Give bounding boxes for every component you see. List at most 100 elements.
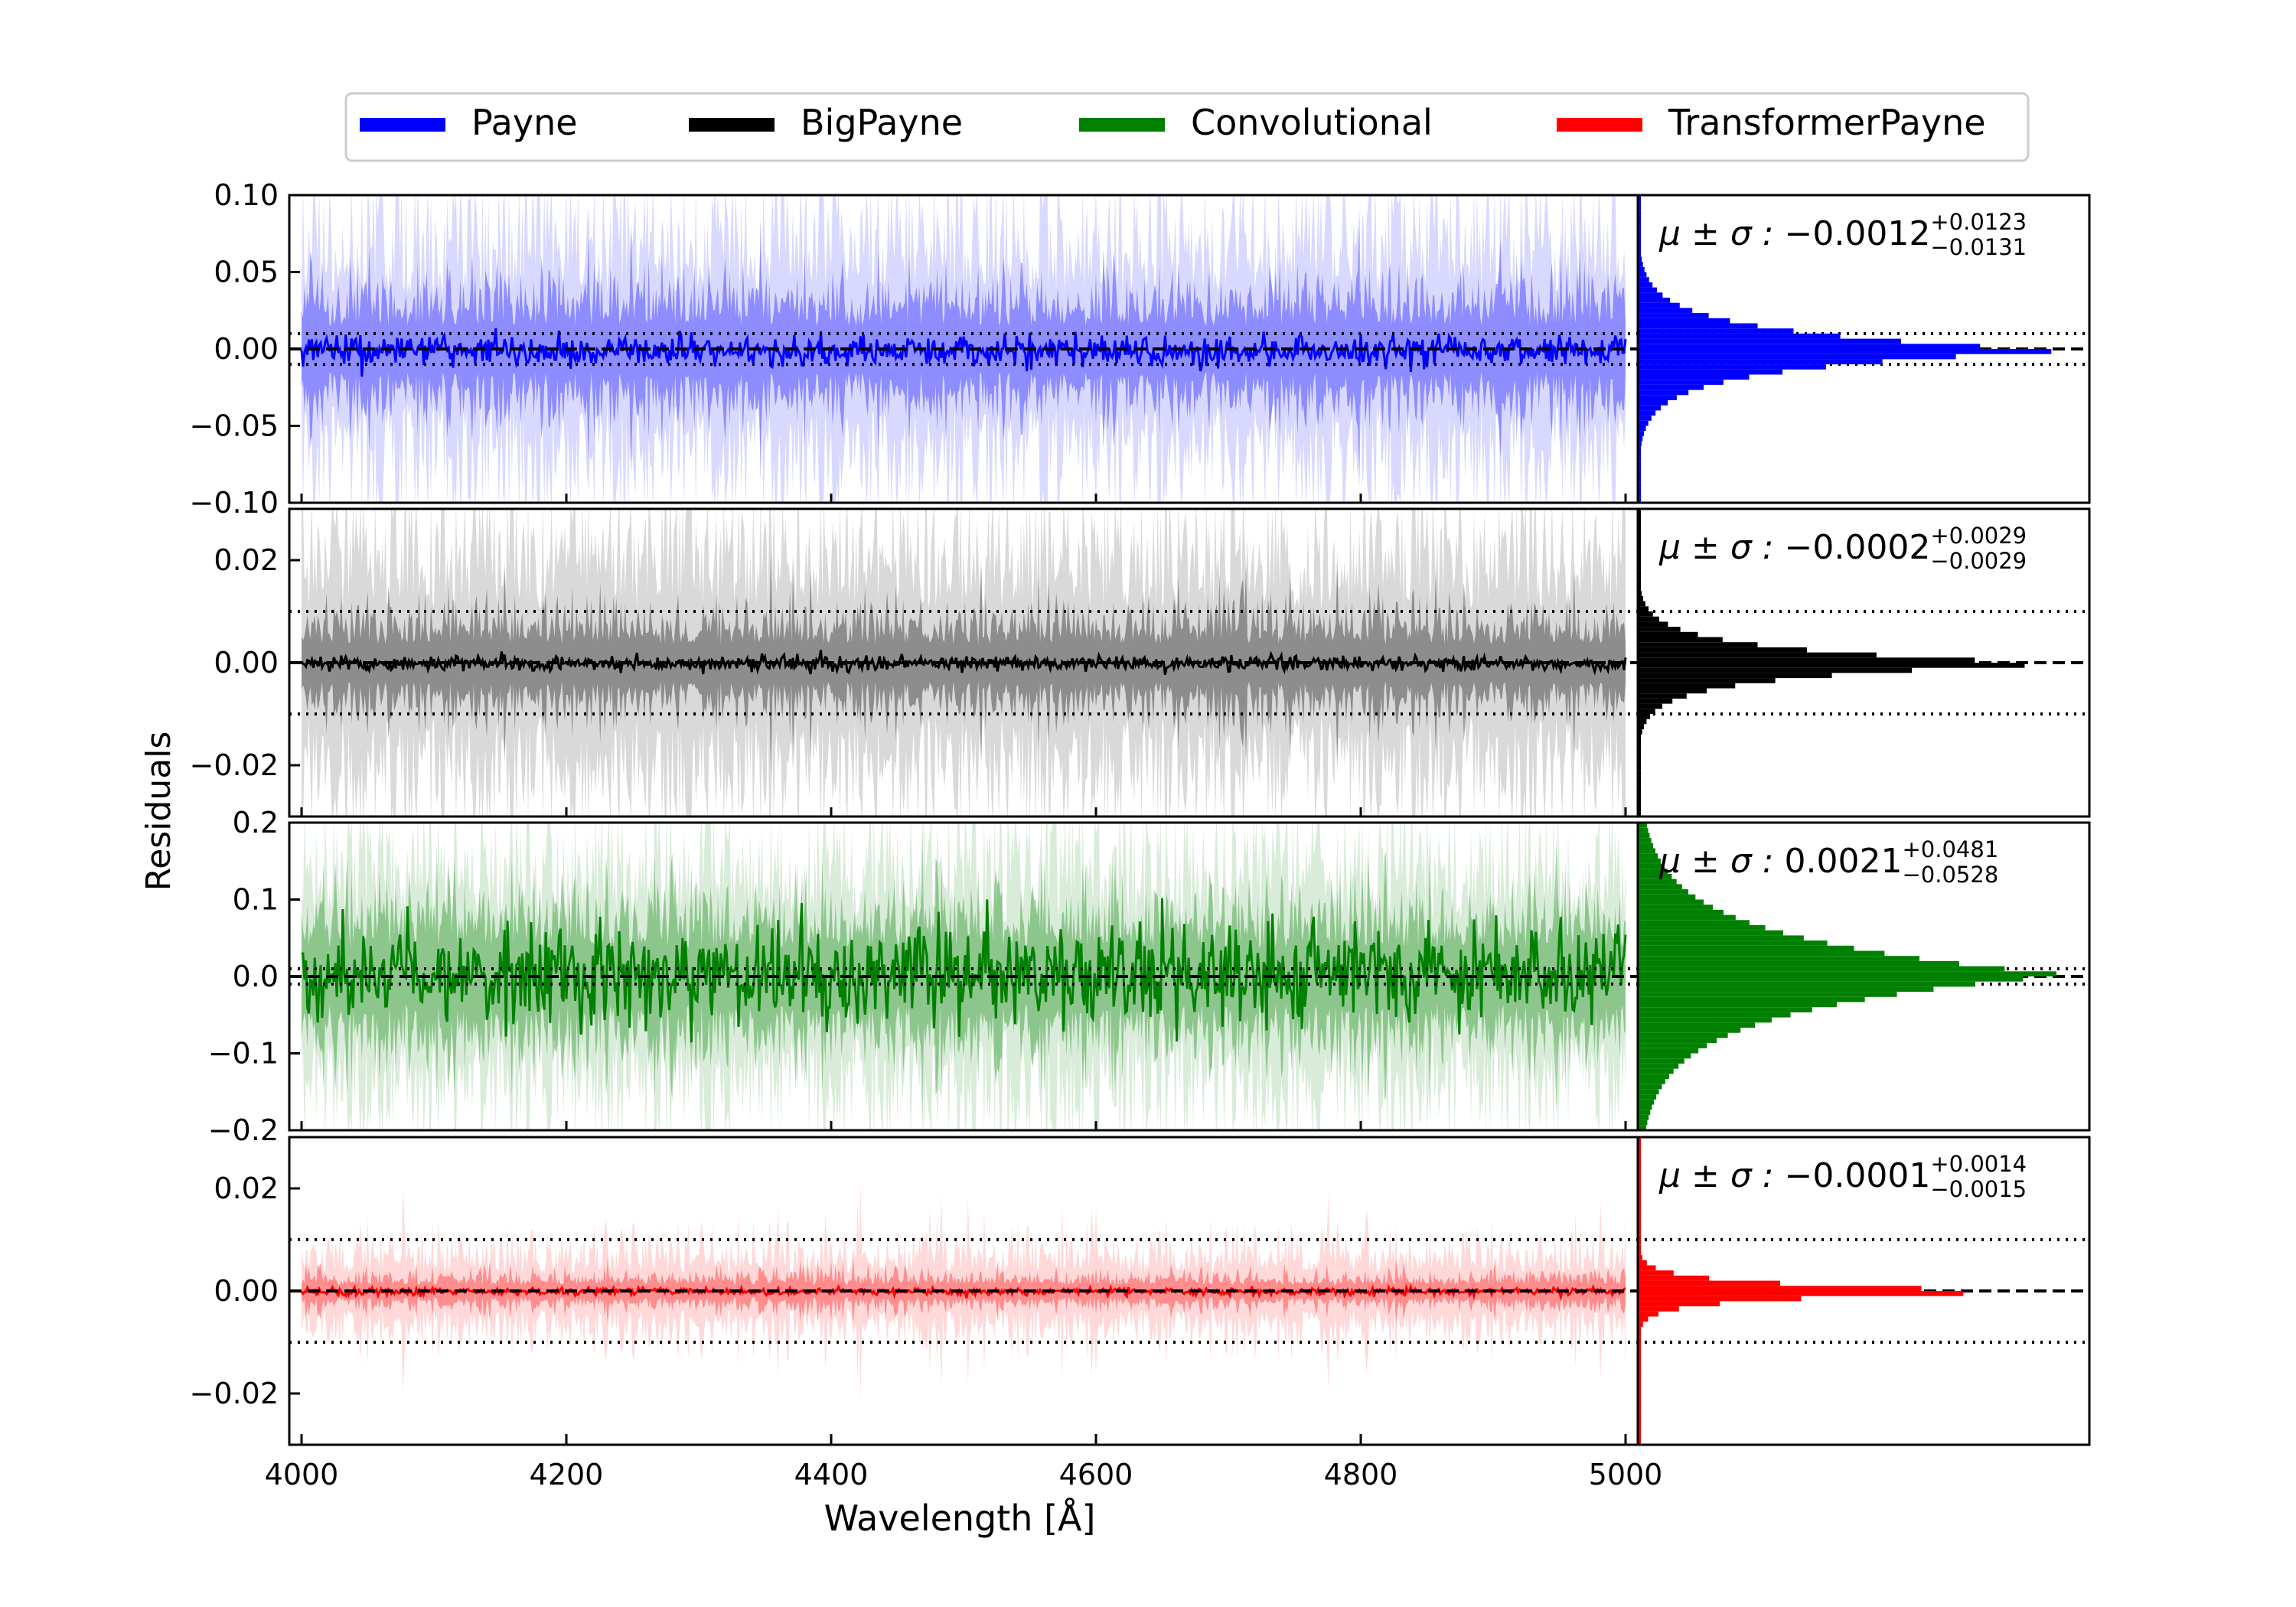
hist-bar — [1638, 992, 1897, 997]
hist-bar — [1638, 282, 1653, 288]
hist-bar — [1638, 431, 1645, 436]
hist-bar — [1638, 585, 1641, 592]
hist-bar — [1638, 945, 1854, 951]
hist-bar — [1638, 1270, 1674, 1276]
stat-prefix: μ ± σ : — [1658, 214, 1785, 253]
hist-bar — [1638, 1142, 1641, 1148]
stat-plus: +0.0014 — [1930, 1151, 2027, 1177]
y-tick-label: 0.02 — [214, 543, 279, 577]
hist-bar — [1638, 996, 1865, 1002]
stat-value: −0.0001 — [1785, 1156, 1931, 1195]
x-axis-label: Wavelength [Å] — [824, 1498, 1096, 1539]
hist-bar — [1638, 509, 1641, 514]
hist-bar — [1638, 1291, 1964, 1296]
hist-bar — [1638, 461, 1641, 468]
hist-bar — [1638, 925, 1766, 931]
hist-bar — [1638, 935, 1804, 941]
hist-bar — [1638, 333, 1841, 339]
hist-bar — [1638, 492, 1641, 498]
hist-bar — [1638, 693, 1687, 699]
hist-bar — [1638, 374, 1750, 380]
legend-frame — [344, 92, 2030, 162]
hist-bar — [1638, 420, 1649, 426]
hist-bar — [1638, 1094, 1657, 1100]
hist-bar — [1638, 1398, 1641, 1404]
hist-bar — [1638, 724, 1645, 730]
hist-bar — [1638, 400, 1668, 406]
hist-bar — [1638, 833, 1650, 839]
hist-bar — [1638, 1114, 1649, 1120]
hist-bar — [1638, 308, 1693, 314]
hist-bar — [1638, 529, 1641, 535]
stat-minus: −0.0528 — [1903, 862, 1999, 888]
hist-bar — [1638, 647, 1807, 653]
x-tick-label: 4600 — [1059, 1458, 1133, 1491]
hist-bar — [1638, 1260, 1647, 1266]
panels: 0.100.050.00−0.05−0.10μ ± σ : −0.0012+0.… — [190, 178, 2091, 1446]
hist-bar — [1638, 698, 1673, 704]
hist-bar — [1638, 1043, 1707, 1048]
hist-bar — [1638, 914, 1736, 921]
hist-bar — [1638, 823, 1647, 828]
hist-bar — [1638, 318, 1730, 324]
hist-bar — [1638, 539, 1641, 545]
hist-bar — [1638, 1074, 1669, 1079]
hist-bar — [1638, 1332, 1641, 1338]
legend-swatch-payne — [360, 118, 445, 132]
hist-bar — [1638, 446, 1641, 451]
hist-bar — [1638, 246, 1641, 252]
hist-bar — [1638, 1347, 1641, 1353]
hist-bar — [1638, 734, 1642, 740]
x-tick-label: 4800 — [1324, 1458, 1398, 1491]
legend: Payne BigPayne Convolutional Transformer… — [344, 92, 2030, 162]
y-tick-label: −0.2 — [208, 1113, 279, 1147]
hist-bar — [1638, 1424, 1641, 1429]
hist-bar — [1638, 519, 1641, 525]
hist-bar — [1638, 673, 1832, 679]
hist-bar — [1638, 1028, 1741, 1033]
hist-bar — [1638, 471, 1641, 478]
hist-bar — [1638, 226, 1641, 231]
hist-bar — [1638, 497, 1641, 503]
hist-bar — [1638, 858, 1661, 864]
hist-bar — [1638, 971, 2056, 976]
hist-bar — [1638, 905, 1714, 910]
residual-bands-convolutional — [301, 823, 1627, 1130]
hist-bar — [1638, 709, 1655, 714]
hist-bar — [1638, 236, 1641, 242]
hist-bar — [1638, 1178, 1641, 1184]
histogram-payne — [1638, 195, 2052, 503]
y-axis-label: Residuals — [139, 732, 178, 892]
hist-bar — [1638, 555, 1641, 560]
stat-minus: −0.0015 — [1930, 1176, 2027, 1202]
hist-bar — [1638, 369, 1783, 375]
hist-bar — [1638, 1012, 1791, 1018]
hist-bar — [1638, 1352, 1641, 1358]
hist-bar — [1638, 1322, 1643, 1327]
hist-bar — [1638, 256, 1642, 262]
panel-transformerpayne: 0.02 0.00 −0.02 μ ± σ : −0.0001+0.0014−0.00… — [190, 1136, 2091, 1446]
hist-bar — [1638, 524, 1641, 530]
hist-bar — [1638, 1434, 1641, 1440]
hist-bar — [1638, 1002, 1837, 1008]
hist-bar — [1638, 930, 1784, 936]
hist-bar — [1638, 570, 1641, 576]
hist-bar — [1638, 364, 1826, 370]
x-tick-label: 4400 — [794, 1458, 869, 1491]
stat-prefix: μ ± σ : — [1658, 1156, 1785, 1195]
hist-frame-bigpayne — [1636, 507, 2091, 818]
hist-bar — [1638, 1204, 1641, 1209]
hist-frame-convolutional — [1636, 821, 2091, 1132]
stat-value: −0.0012 — [1785, 214, 1931, 253]
hist-bar — [1638, 1224, 1641, 1230]
hist-bar — [1638, 272, 1647, 278]
hist-bar — [1638, 380, 1724, 385]
hist-bar — [1638, 894, 1696, 900]
hist-bar — [1638, 1306, 1679, 1312]
hist-bar — [1638, 595, 1644, 601]
hist-bar — [1638, 591, 1642, 596]
panel-payne: 0.10 0.05 0.00 −0.05 −0.10 μ ± σ : −0.0012+0.… — [190, 178, 2091, 520]
hist-bar — [1638, 611, 1653, 617]
residual-bands-bigpayne — [300, 509, 1627, 817]
x-tick-label: 4000 — [265, 1458, 339, 1491]
